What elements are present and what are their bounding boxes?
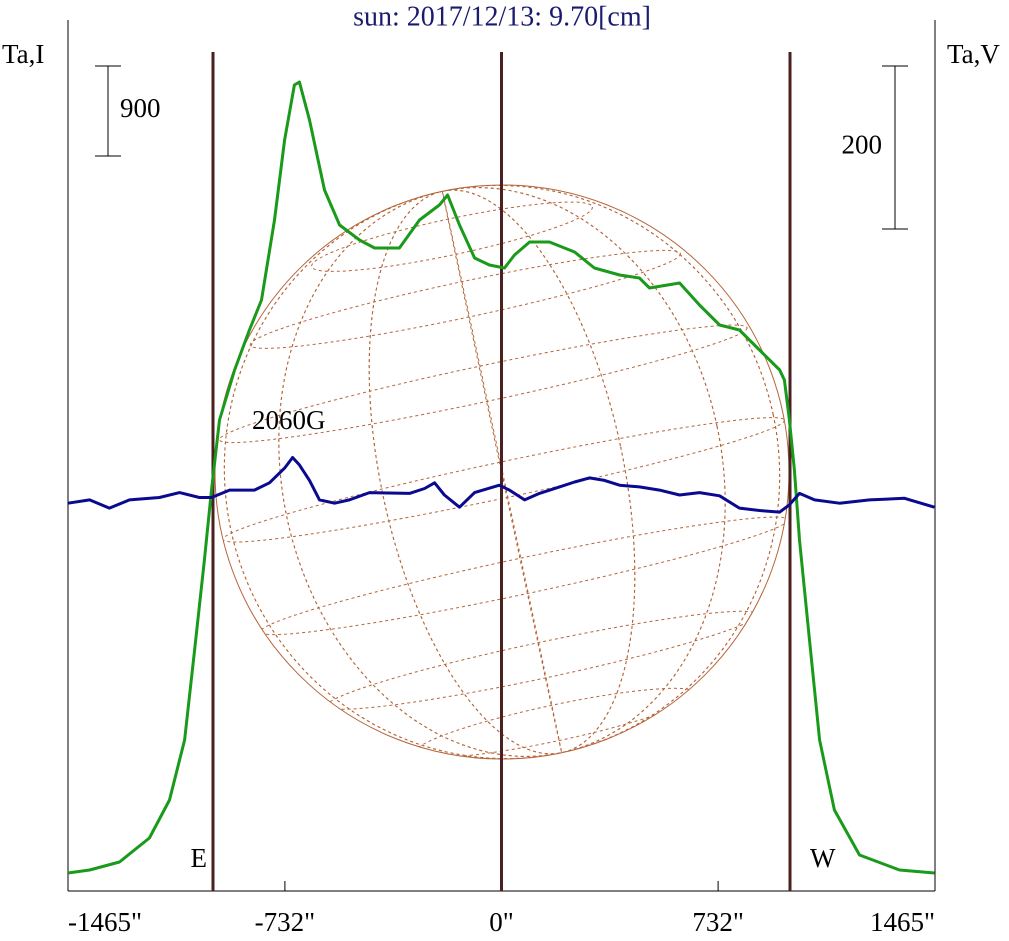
x-tick-label: 1465" bbox=[870, 907, 935, 937]
parallel bbox=[249, 249, 681, 349]
y-axis-label: Ta,I bbox=[2, 39, 44, 69]
parallel bbox=[218, 324, 748, 444]
x-tick-label: -1465" bbox=[68, 907, 142, 937]
reference-label: W bbox=[810, 843, 836, 873]
v-scale-bar-label: 200 bbox=[842, 130, 883, 160]
sun-grid bbox=[218, 184, 789, 760]
parallel bbox=[414, 687, 697, 759]
x-tick-label: 0" bbox=[489, 907, 514, 937]
i-scale-bar-label: 900 bbox=[120, 93, 161, 123]
series-line bbox=[67, 456, 935, 514]
x-tick-label: -732" bbox=[255, 907, 316, 937]
meridian bbox=[368, 189, 636, 755]
y2-axis-label: Ta,V bbox=[947, 39, 1000, 69]
annotation: 2060G bbox=[252, 405, 326, 435]
parallel bbox=[311, 201, 593, 272]
meridian bbox=[278, 187, 726, 757]
series-line bbox=[67, 80, 935, 875]
x-tick-label: 732" bbox=[692, 907, 744, 937]
reference-label: E bbox=[190, 843, 207, 873]
meridian bbox=[223, 184, 781, 760]
parallel bbox=[259, 516, 789, 636]
chart-title: sun: 2017/12/13: 9.70[cm] bbox=[353, 1, 651, 32]
sun-disk bbox=[214, 184, 790, 760]
